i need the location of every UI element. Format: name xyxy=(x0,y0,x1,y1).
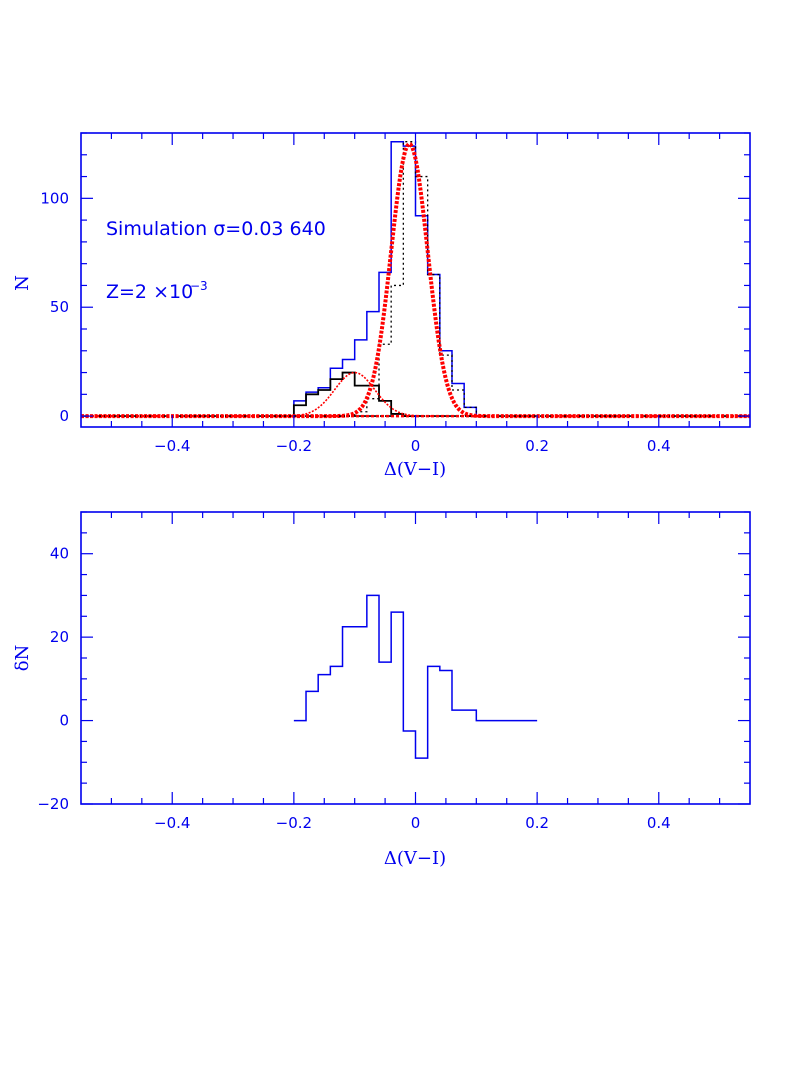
x-tick-label: −0.4 xyxy=(154,437,190,455)
y-tick-label: 20 xyxy=(50,628,69,646)
bottom-x-axis-title: Δ(V−I) xyxy=(384,848,446,869)
x-tick-label: 0.2 xyxy=(525,814,549,832)
top-plot-area xyxy=(81,140,750,419)
bottom-residual-panel: −0.4 −0.2 0 0.2 0.4 −20 0 20 40 Δ(V−I) δN xyxy=(12,511,751,869)
bottom-y-axis-title: δN xyxy=(12,645,33,672)
x-tick-label: 0 xyxy=(411,437,421,455)
secondary-component-histogram-line xyxy=(292,371,416,418)
simulation-annotation: Simulation σ=0.03 640 xyxy=(106,218,326,240)
top-histogram-panel: −0.4 −0.2 0 0.2 0.4 0 50 100 Simulation σ=0.03 … xyxy=(12,132,751,480)
main-component-histogram-line xyxy=(354,141,477,417)
x-tick-label: 0 xyxy=(411,814,421,832)
y-tick-label: −20 xyxy=(37,795,69,813)
bottom-tick-labels: −0.4 −0.2 0 0.2 0.4 −20 0 20 40 xyxy=(37,545,670,832)
bottom-axis-ticks xyxy=(81,511,750,805)
x-tick-label: −0.2 xyxy=(276,437,312,455)
x-tick-label: 0.4 xyxy=(647,437,671,455)
metallicity-exponent: −3 xyxy=(190,279,208,293)
top-axis-ticks xyxy=(81,132,750,427)
residual-step-line xyxy=(293,594,538,759)
y-tick-label: 0 xyxy=(59,712,69,730)
y-tick-label: 50 xyxy=(50,298,69,316)
x-tick-label: −0.4 xyxy=(154,814,190,832)
x-tick-label: −0.2 xyxy=(276,814,312,832)
x-tick-label: 0.4 xyxy=(647,814,671,832)
bottom-plot-frame xyxy=(80,511,751,805)
x-tick-label: 0.2 xyxy=(525,437,549,455)
y-tick-label: 0 xyxy=(59,407,69,425)
top-tick-labels: −0.4 −0.2 0 0.2 0.4 0 50 100 xyxy=(40,189,670,455)
y-tick-label: 100 xyxy=(40,189,69,207)
top-x-axis-title: Δ(V−I) xyxy=(384,459,446,480)
y-tick-label: 40 xyxy=(50,545,69,563)
bottom-plot-area xyxy=(293,594,538,759)
top-y-axis-title: N xyxy=(12,275,33,291)
metallicity-annotation: Z=2 ×10 xyxy=(106,281,193,303)
observed-histogram-line xyxy=(293,140,478,417)
